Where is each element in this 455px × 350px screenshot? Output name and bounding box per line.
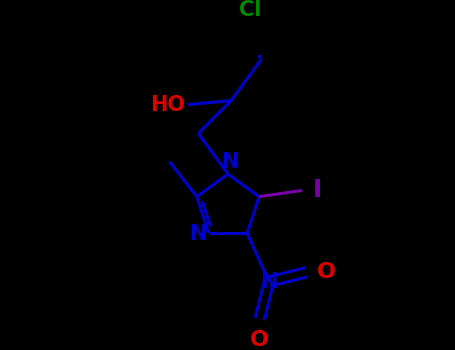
Text: N: N [189, 224, 206, 244]
Text: Cl: Cl [238, 0, 261, 20]
Text: N: N [260, 272, 278, 292]
Text: O: O [250, 330, 269, 350]
Text: HO: HO [150, 94, 185, 114]
Text: I: I [313, 178, 322, 202]
Text: O: O [318, 262, 336, 282]
Text: N: N [221, 153, 238, 173]
